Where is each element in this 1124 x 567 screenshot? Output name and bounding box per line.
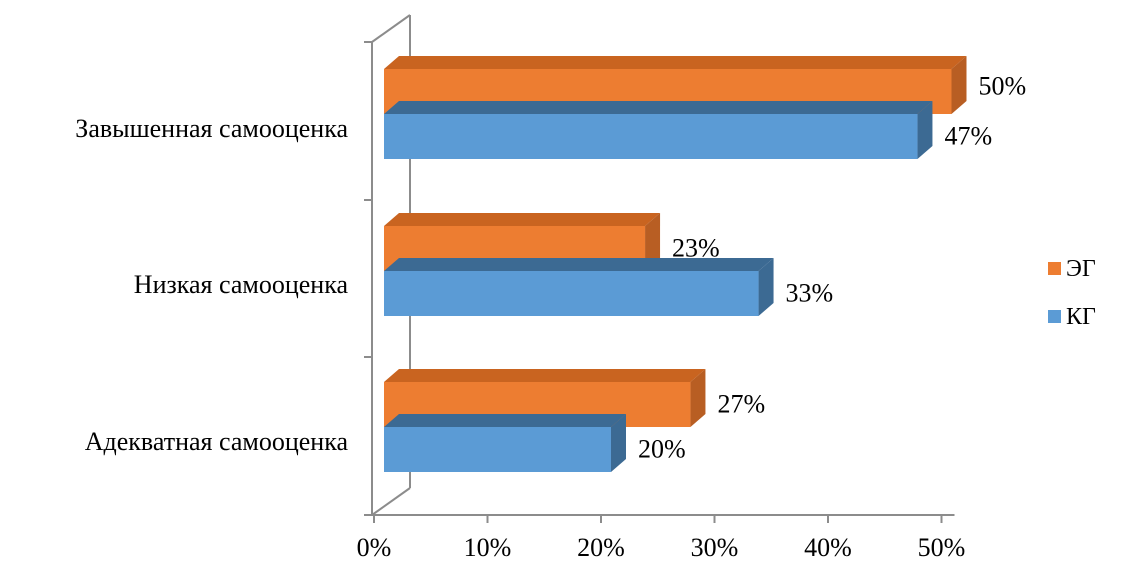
bar-side-face <box>645 213 661 271</box>
bar-side-face <box>690 369 706 427</box>
bar-side-face <box>758 258 774 316</box>
data-label: 50% <box>979 72 1027 101</box>
bar-side-face <box>951 56 967 114</box>
category-label: Адекватная самооценка <box>85 427 349 456</box>
bar-front-face <box>384 271 759 316</box>
bar-side-face <box>917 101 933 159</box>
x-tick-label: 0% <box>357 533 392 562</box>
x-axis-ticks: 0% 10% 20% 30% 40% 50% <box>357 515 966 562</box>
legend-swatch <box>1048 310 1061 323</box>
bar-front-face <box>384 114 918 159</box>
x-tick-label: 10% <box>464 533 512 562</box>
data-label: 23% <box>672 234 720 263</box>
legend-swatch <box>1048 262 1061 275</box>
chart-bars <box>384 56 967 472</box>
data-label: 20% <box>638 435 686 464</box>
x-tick-label: 40% <box>804 533 852 562</box>
bar-kg <box>384 258 774 316</box>
bar-top-face <box>384 258 774 271</box>
x-tick-label: 20% <box>577 533 625 562</box>
bar-top-face <box>384 414 626 427</box>
legend-label: КГ <box>1066 304 1096 330</box>
bar-top-face <box>384 101 933 114</box>
x-tick-label: 50% <box>918 533 966 562</box>
category-label: Низкая самооценка <box>134 270 349 299</box>
frame-floor-edge <box>371 487 411 516</box>
data-labels: 50% 47% 23% 33% 27% 20% <box>638 72 1026 464</box>
bar-top-face <box>384 56 967 69</box>
category-labels: Завышенная самооценка Низкая самооценка Ад… <box>75 114 348 456</box>
data-label: 27% <box>717 390 765 419</box>
bar-kg <box>384 101 933 159</box>
bar-kg <box>384 414 626 472</box>
bar-front-face <box>384 427 611 472</box>
frame-top-edge <box>371 14 411 43</box>
data-label: 47% <box>944 122 992 151</box>
legend-label: ЭГ <box>1066 256 1096 282</box>
bar-top-face <box>384 213 661 226</box>
category-label: Завышенная самооценка <box>75 114 348 143</box>
bar-side-face <box>611 414 626 472</box>
data-label: 33% <box>786 279 834 308</box>
bar-top-face <box>384 369 706 382</box>
x-tick-label: 30% <box>691 533 739 562</box>
legend: ЭГ КГ <box>1048 256 1096 330</box>
